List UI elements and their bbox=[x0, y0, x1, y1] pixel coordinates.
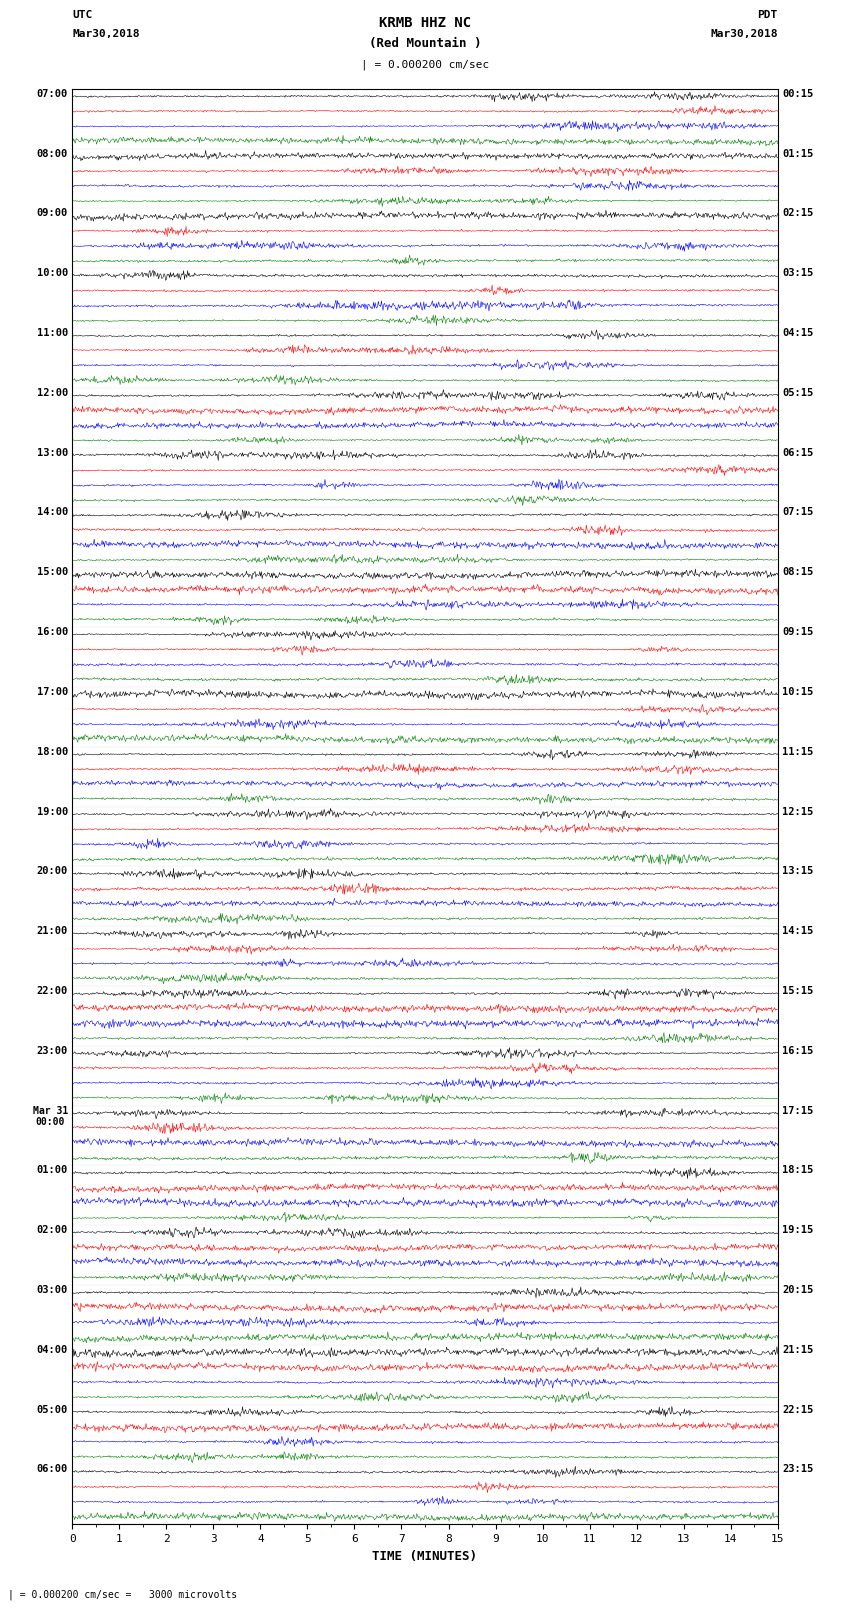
Text: 11:15: 11:15 bbox=[782, 747, 813, 756]
Text: (Red Mountain ): (Red Mountain ) bbox=[369, 37, 481, 50]
Text: 01:00: 01:00 bbox=[37, 1165, 68, 1176]
Text: 21:00: 21:00 bbox=[37, 926, 68, 936]
Text: 02:00: 02:00 bbox=[37, 1226, 68, 1236]
Text: UTC: UTC bbox=[72, 10, 93, 19]
Text: 10:00: 10:00 bbox=[37, 268, 68, 277]
Text: | = 0.000200 cm/sec: | = 0.000200 cm/sec bbox=[361, 60, 489, 71]
Text: 08:00: 08:00 bbox=[37, 148, 68, 158]
Text: 20:00: 20:00 bbox=[37, 866, 68, 876]
Text: | = 0.000200 cm/sec =   3000 microvolts: | = 0.000200 cm/sec = 3000 microvolts bbox=[8, 1589, 238, 1600]
X-axis label: TIME (MINUTES): TIME (MINUTES) bbox=[372, 1550, 478, 1563]
Text: 17:00: 17:00 bbox=[37, 687, 68, 697]
Text: Mar30,2018: Mar30,2018 bbox=[72, 29, 139, 39]
Text: Mar30,2018: Mar30,2018 bbox=[711, 29, 778, 39]
Text: 13:15: 13:15 bbox=[782, 866, 813, 876]
Text: 07:00: 07:00 bbox=[37, 89, 68, 98]
Text: 21:15: 21:15 bbox=[782, 1345, 813, 1355]
Text: Mar 31
00:00: Mar 31 00:00 bbox=[33, 1105, 68, 1127]
Text: 03:00: 03:00 bbox=[37, 1286, 68, 1295]
Text: 05:00: 05:00 bbox=[37, 1405, 68, 1415]
Text: 19:00: 19:00 bbox=[37, 806, 68, 816]
Text: 10:15: 10:15 bbox=[782, 687, 813, 697]
Text: 13:00: 13:00 bbox=[37, 447, 68, 458]
Text: 01:15: 01:15 bbox=[782, 148, 813, 158]
Text: 16:15: 16:15 bbox=[782, 1045, 813, 1057]
Text: 16:00: 16:00 bbox=[37, 627, 68, 637]
Text: 04:00: 04:00 bbox=[37, 1345, 68, 1355]
Text: 09:00: 09:00 bbox=[37, 208, 68, 218]
Text: 15:15: 15:15 bbox=[782, 986, 813, 995]
Text: 22:00: 22:00 bbox=[37, 986, 68, 995]
Text: 19:15: 19:15 bbox=[782, 1226, 813, 1236]
Text: 18:15: 18:15 bbox=[782, 1165, 813, 1176]
Text: KRMB HHZ NC: KRMB HHZ NC bbox=[379, 16, 471, 31]
Text: 05:15: 05:15 bbox=[782, 387, 813, 398]
Text: 22:15: 22:15 bbox=[782, 1405, 813, 1415]
Text: 02:15: 02:15 bbox=[782, 208, 813, 218]
Text: 15:00: 15:00 bbox=[37, 568, 68, 577]
Text: 03:15: 03:15 bbox=[782, 268, 813, 277]
Text: 06:00: 06:00 bbox=[37, 1465, 68, 1474]
Text: 23:15: 23:15 bbox=[782, 1465, 813, 1474]
Text: 06:15: 06:15 bbox=[782, 447, 813, 458]
Text: 12:00: 12:00 bbox=[37, 387, 68, 398]
Text: PDT: PDT bbox=[757, 10, 778, 19]
Text: 12:15: 12:15 bbox=[782, 806, 813, 816]
Text: 11:00: 11:00 bbox=[37, 327, 68, 339]
Text: 17:15: 17:15 bbox=[782, 1105, 813, 1116]
Text: 18:00: 18:00 bbox=[37, 747, 68, 756]
Text: 20:15: 20:15 bbox=[782, 1286, 813, 1295]
Text: 09:15: 09:15 bbox=[782, 627, 813, 637]
Text: 14:15: 14:15 bbox=[782, 926, 813, 936]
Text: 14:00: 14:00 bbox=[37, 508, 68, 518]
Text: 04:15: 04:15 bbox=[782, 327, 813, 339]
Text: 23:00: 23:00 bbox=[37, 1045, 68, 1057]
Text: 08:15: 08:15 bbox=[782, 568, 813, 577]
Text: 07:15: 07:15 bbox=[782, 508, 813, 518]
Text: 00:15: 00:15 bbox=[782, 89, 813, 98]
